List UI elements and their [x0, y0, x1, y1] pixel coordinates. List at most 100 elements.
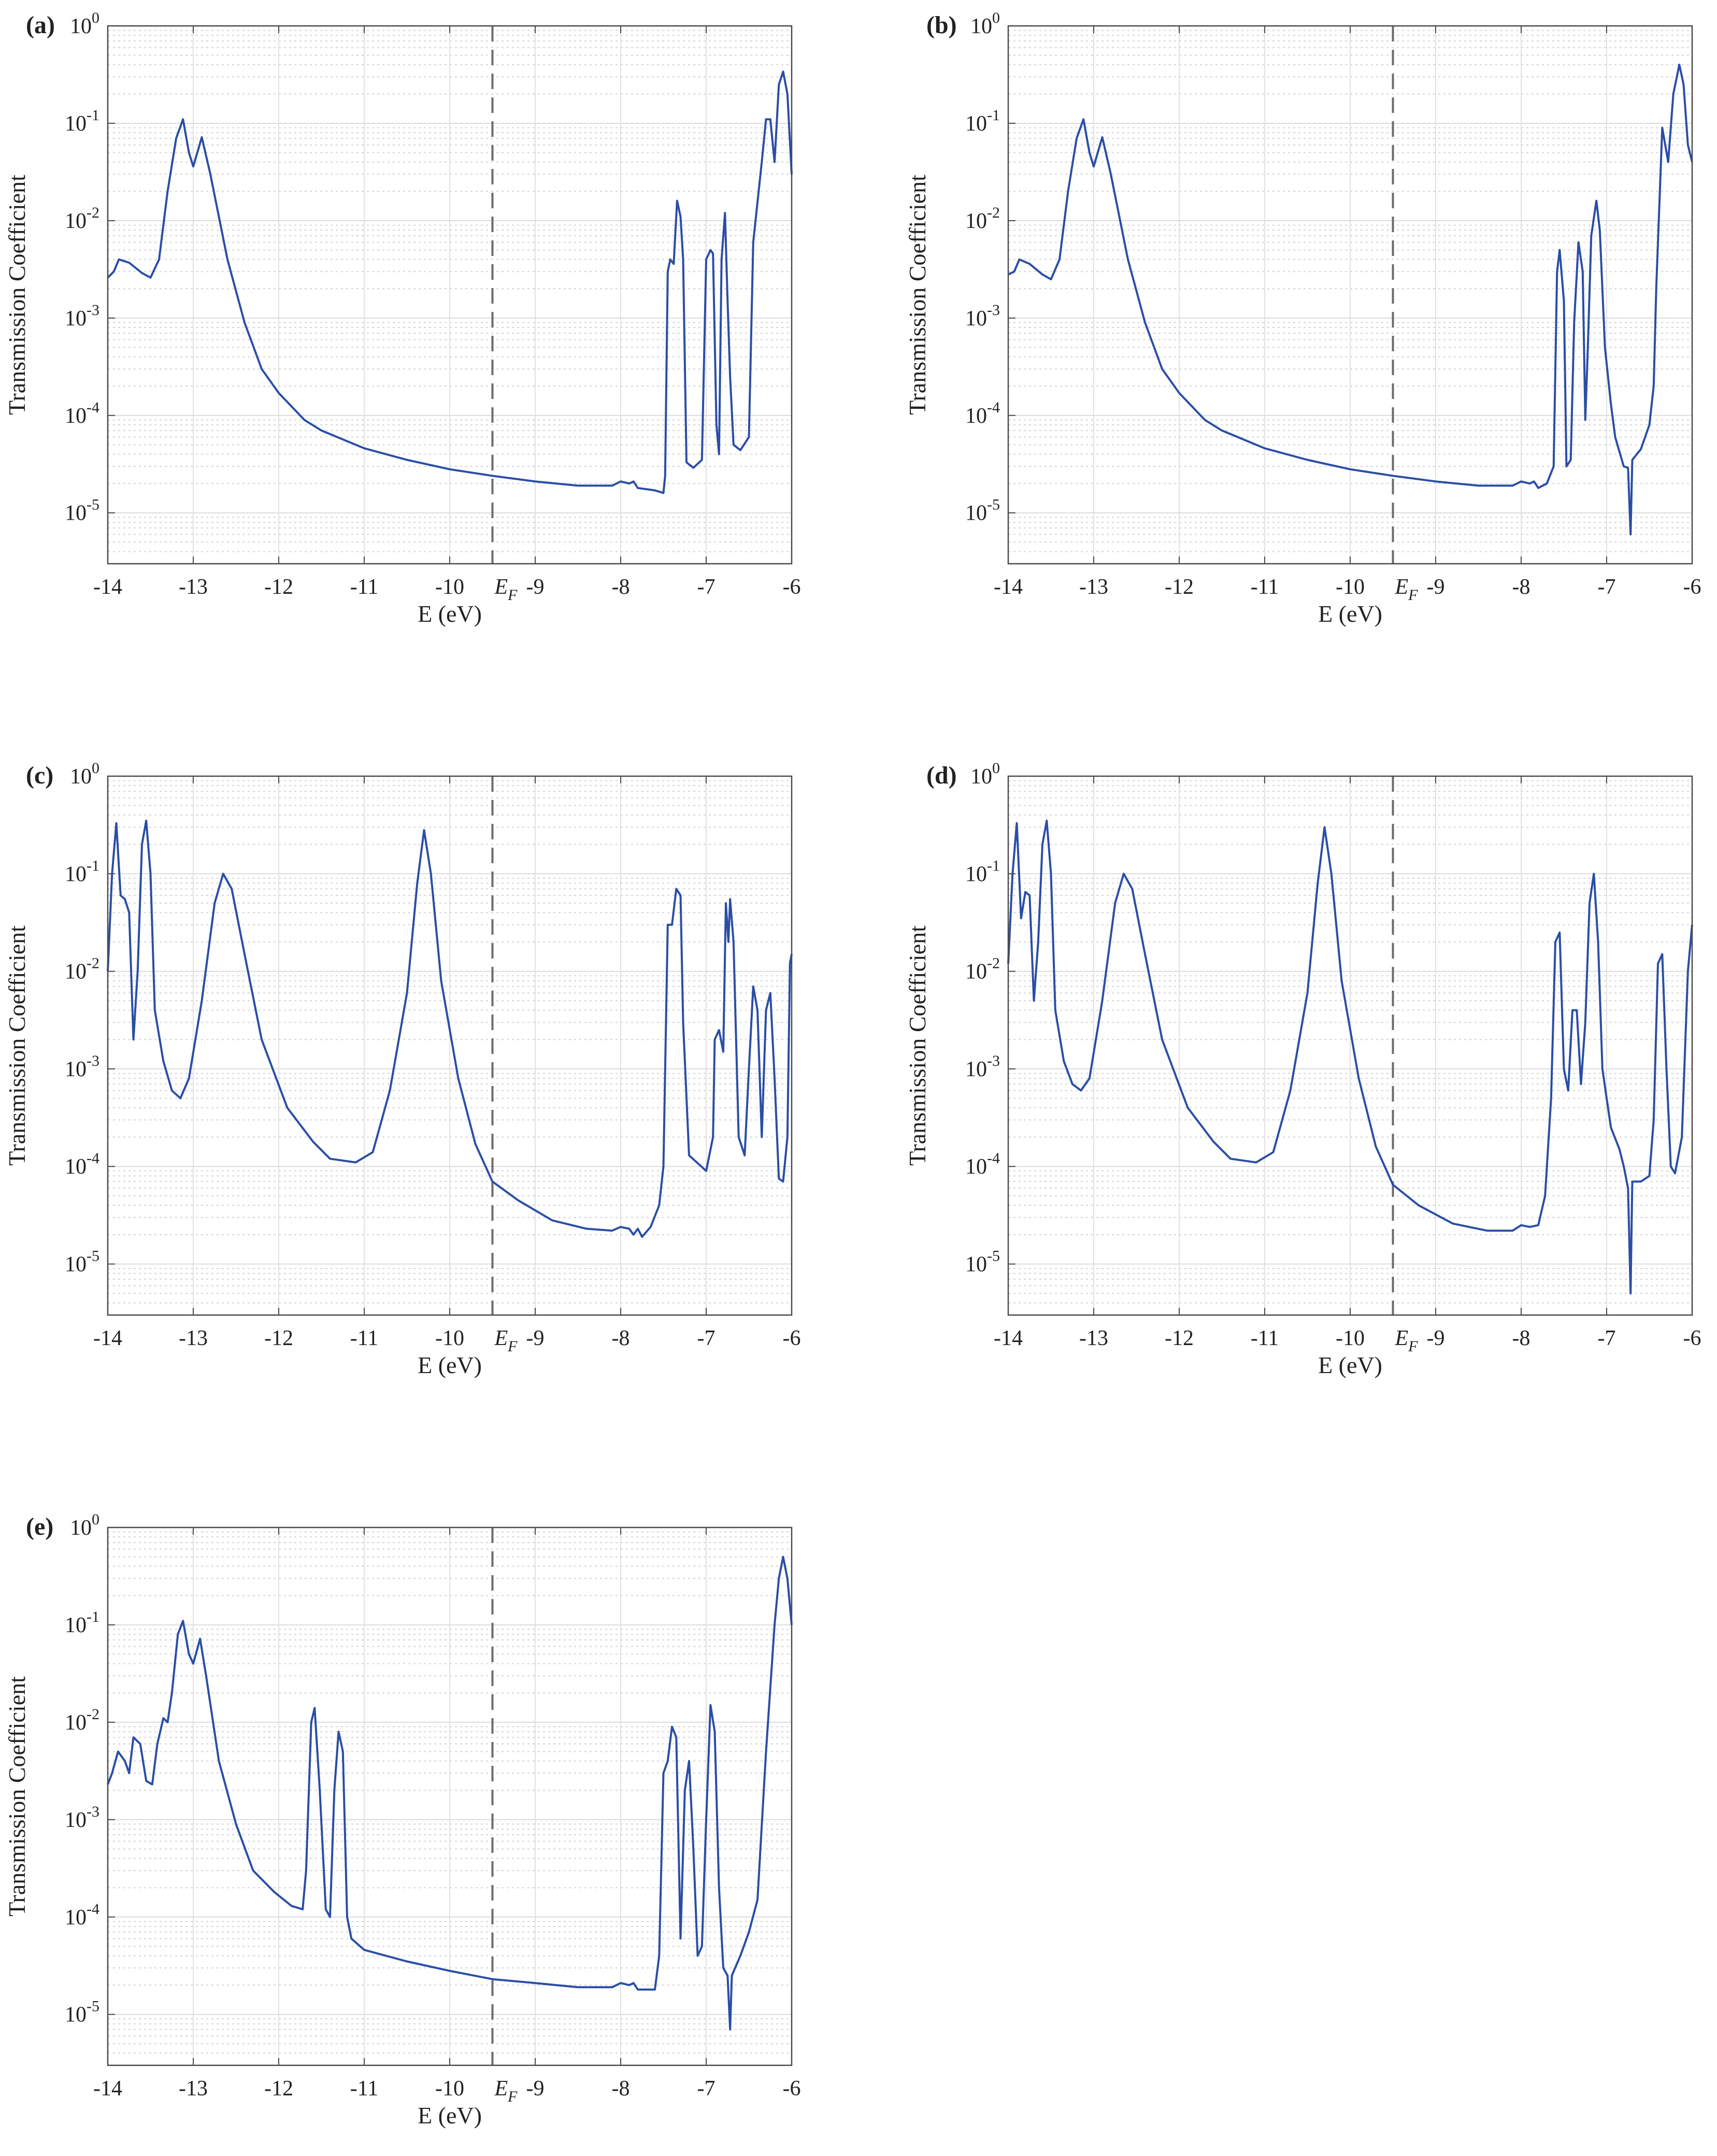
x-tick-label: -12 — [264, 2077, 293, 2101]
y-tick-base: 10 — [65, 1906, 87, 1930]
x-axis-title: E (eV) — [1318, 601, 1382, 627]
y-tick-exponent: -1 — [87, 1608, 99, 1625]
y-tick-base: 10 — [965, 1058, 987, 1081]
x-tick-label: -12 — [264, 1326, 293, 1350]
x-axis-title: E (eV) — [418, 2102, 482, 2129]
chart-panel-a: -14 -13 -12 -11 -10 -9 -8 -7 -6EF10010-110-210-3… — [4, 9, 801, 627]
y-tick-base: 10 — [965, 1253, 987, 1277]
y-tick-label: 100 — [70, 9, 99, 38]
y-tick-exponent: -1 — [987, 857, 1000, 874]
x-tick-label: -8 — [612, 1326, 630, 1350]
transmission-curve — [107, 70, 793, 494]
y-tick-base: 10 — [65, 1808, 87, 1832]
y-tick-label: 100 — [70, 760, 99, 789]
y-tick-label: 10-2 — [65, 1706, 99, 1735]
x-tick-label: -14 — [994, 575, 1023, 599]
y-tick-label: 10-5 — [965, 1248, 1000, 1277]
x-tick-label: -9 — [526, 2077, 545, 2101]
y-tick-label: 10-4 — [65, 1901, 99, 1930]
y-tick-exponent: -1 — [87, 857, 99, 874]
fermi-level-label: EF — [494, 2077, 518, 2105]
y-tick-label: 10-3 — [965, 302, 1000, 331]
y-tick-base: 10 — [65, 1253, 87, 1277]
chart-panel-c: -14 -13 -12 -11 -10 -9 -8 -7 -6EF10010-110-210-3… — [4, 760, 801, 1378]
x-tick-label: -12 — [1165, 1326, 1194, 1350]
x-tick-label: -8 — [612, 2077, 630, 2101]
y-tick-label: 10-3 — [65, 302, 99, 331]
transmission-curve — [107, 1555, 793, 2031]
x-tick-label: -10 — [1336, 1326, 1365, 1350]
y-tick-exponent: -2 — [87, 204, 99, 221]
fermi-label-subscript: F — [507, 1338, 518, 1355]
y-tick-exponent: 0 — [92, 760, 99, 777]
y-tick-base: 10 — [965, 502, 987, 525]
y-tick-exponent: -2 — [87, 1706, 99, 1723]
x-tick-label: -12 — [264, 575, 293, 599]
y-tick-exponent: -5 — [87, 1998, 99, 2015]
y-tick-label: 10-1 — [965, 107, 1000, 136]
y-axis-title: Transmission Coefficient — [4, 1676, 30, 1917]
x-tick-label: -14 — [93, 1326, 122, 1350]
x-tick-label: -13 — [1079, 1326, 1108, 1350]
fermi-label-subscript: F — [507, 2088, 518, 2105]
fermi-label-subscript: F — [507, 587, 518, 604]
y-tick-base: 10 — [65, 307, 87, 331]
y-tick-base: 10 — [965, 209, 987, 233]
y-tick-label: 10-5 — [65, 496, 99, 525]
y-tick-base: 10 — [965, 960, 987, 984]
x-tick-label: -7 — [1598, 575, 1616, 599]
y-tick-base: 10 — [65, 1155, 87, 1179]
y-tick-label: 100 — [70, 1511, 99, 1540]
y-tick-label: 10-3 — [65, 1052, 99, 1081]
y-axis-title: Transmission Coefficient — [904, 925, 931, 1166]
x-tick-label: -7 — [1598, 1326, 1616, 1350]
y-tick-base: 10 — [970, 765, 992, 789]
y-tick-exponent: -5 — [987, 1248, 1000, 1265]
y-tick-base: 10 — [65, 1711, 87, 1735]
y-tick-label: 10-4 — [65, 399, 99, 428]
x-tick-label: -13 — [179, 575, 208, 599]
x-tick-label: -8 — [612, 575, 630, 599]
y-tick-label: 10-4 — [65, 1150, 99, 1179]
x-tick-label: -14 — [93, 2077, 122, 2101]
y-tick-exponent: -4 — [87, 1150, 99, 1167]
panel-label: (b) — [926, 11, 957, 39]
y-tick-label: 10-4 — [965, 1150, 1000, 1179]
transmission-curve — [107, 819, 793, 1238]
y-tick-base: 10 — [970, 15, 992, 38]
x-tick-label: -11 — [350, 2077, 378, 2101]
x-tick-label: -11 — [1251, 575, 1279, 599]
y-tick-label: 10-1 — [965, 857, 1000, 886]
panel-label: (c) — [26, 762, 53, 789]
x-axis-title: E (eV) — [1318, 1352, 1382, 1378]
x-tick-label: -10 — [435, 2077, 464, 2101]
fermi-level-label: EF — [1395, 575, 1419, 604]
y-tick-label: 10-5 — [65, 1998, 99, 2027]
y-tick-label: 10-2 — [65, 204, 99, 233]
x-tick-label: -6 — [783, 2077, 801, 2101]
y-tick-exponent: -3 — [987, 1052, 1000, 1069]
y-axis-title: Transmission Coefficient — [904, 175, 931, 415]
y-tick-exponent: -5 — [87, 496, 99, 513]
y-tick-exponent: 0 — [992, 9, 1000, 26]
y-tick-label: 10-1 — [65, 1608, 99, 1637]
y-tick-base: 10 — [965, 112, 987, 136]
y-tick-label: 10-1 — [65, 857, 99, 886]
x-tick-label: -12 — [1165, 575, 1194, 599]
y-tick-exponent: -5 — [987, 496, 1000, 513]
y-tick-exponent: -4 — [987, 1150, 1000, 1167]
x-tick-label: -11 — [1251, 1326, 1279, 1350]
fermi-level-label: EF — [494, 1326, 518, 1355]
fermi-label-subscript: F — [1408, 1338, 1418, 1355]
y-tick-exponent: 0 — [992, 760, 1000, 777]
y-tick-label: 10-5 — [65, 1248, 99, 1277]
y-tick-exponent: -3 — [87, 1052, 99, 1069]
x-tick-label: -7 — [697, 2077, 716, 2101]
x-tick-label: -6 — [1683, 1326, 1701, 1350]
x-axis-title: E (eV) — [418, 1352, 482, 1378]
y-tick-exponent: -4 — [87, 399, 99, 416]
x-tick-label: -8 — [1512, 1326, 1530, 1350]
y-tick-base: 10 — [965, 404, 987, 428]
y-tick-base: 10 — [965, 1155, 987, 1179]
